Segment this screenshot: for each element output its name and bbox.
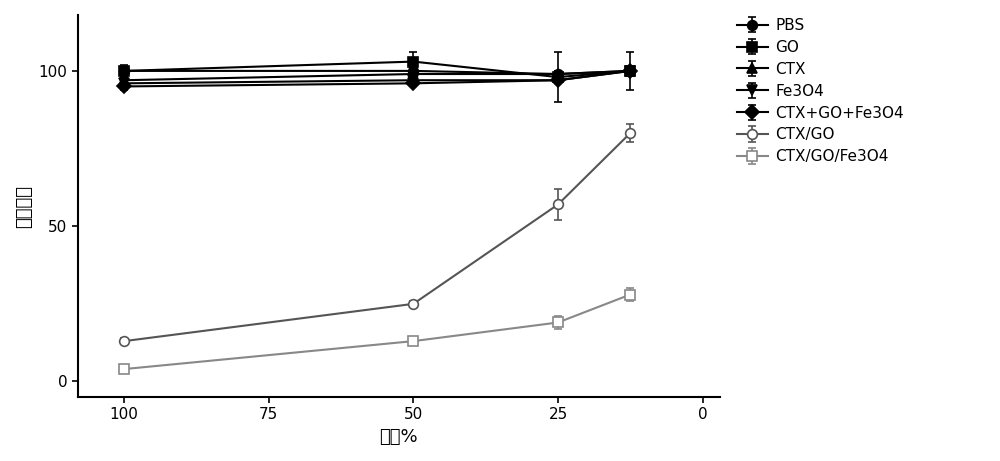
Legend: PBS, GO, CTX, Fe3O4, CTX+GO+Fe3O4, CTX/GO, CTX/GO/Fe3O4: PBS, GO, CTX, Fe3O4, CTX+GO+Fe3O4, CTX/G… <box>734 15 907 167</box>
Y-axis label: 细胞活力: 细胞活力 <box>15 184 33 228</box>
X-axis label: 梯度%: 梯度% <box>380 428 418 446</box>
